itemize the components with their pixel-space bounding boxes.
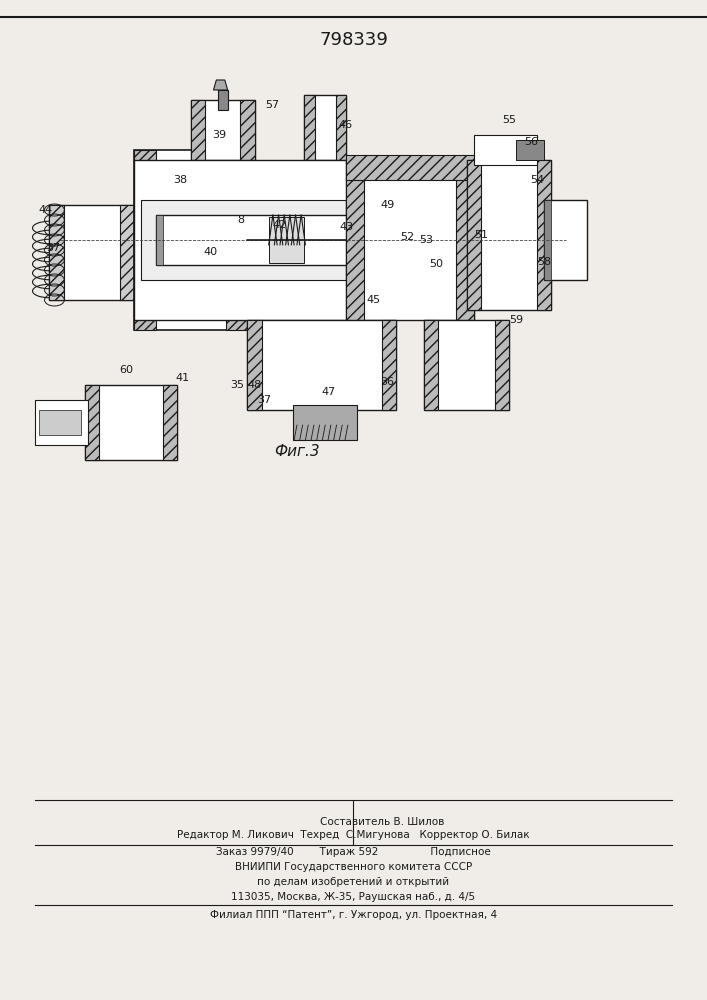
Bar: [424, 320, 438, 410]
Bar: [544, 200, 551, 280]
Text: 53: 53: [419, 235, 433, 245]
Bar: [134, 150, 247, 330]
Bar: [456, 160, 474, 320]
Text: 40: 40: [204, 247, 218, 257]
Bar: [247, 320, 396, 410]
Text: Редактор М. Ликович  Техред  С.Мигунова   Корректор О. Билак: Редактор М. Ликович Техред С.Мигунова Ко…: [177, 830, 530, 840]
Bar: [134, 150, 156, 330]
Text: 42: 42: [272, 220, 286, 230]
Bar: [382, 320, 396, 410]
Text: 37: 37: [46, 243, 60, 253]
Bar: [191, 100, 255, 160]
Bar: [156, 215, 163, 265]
Bar: [163, 385, 177, 460]
Bar: [226, 150, 247, 330]
Bar: [474, 135, 537, 165]
Bar: [537, 160, 551, 310]
Text: 54: 54: [530, 175, 544, 185]
Bar: [424, 320, 509, 410]
Bar: [141, 200, 346, 280]
Bar: [304, 95, 346, 160]
Bar: [269, 217, 304, 263]
Text: Филиал ППП “Патент”, г. Ужгород, ул. Проектная, 4: Филиал ППП “Патент”, г. Ужгород, ул. Про…: [210, 910, 497, 920]
Bar: [85, 385, 177, 460]
Text: 57: 57: [265, 100, 279, 110]
Bar: [516, 140, 544, 160]
Text: 55: 55: [502, 115, 516, 125]
Text: Составитель В. Шилов: Составитель В. Шилов: [320, 817, 444, 827]
Bar: [134, 160, 354, 320]
Text: 35: 35: [230, 380, 244, 390]
Text: 44: 44: [39, 205, 53, 215]
Text: 38: 38: [173, 175, 187, 185]
Bar: [346, 160, 474, 320]
Text: 46: 46: [338, 120, 352, 130]
Text: 47: 47: [322, 387, 336, 397]
Bar: [39, 410, 81, 435]
Text: 51: 51: [474, 230, 488, 240]
Text: 113035, Москва, Ж-35, Раушская наб., д. 4/5: 113035, Москва, Ж-35, Раушская наб., д. …: [231, 892, 476, 902]
Text: 798339: 798339: [319, 31, 388, 49]
Text: Фиг.3: Фиг.3: [274, 444, 320, 460]
Text: по делам изобретений и открытий: по делам изобретений и открытий: [257, 877, 450, 887]
Text: 8: 8: [237, 215, 244, 225]
Text: 36: 36: [380, 377, 395, 387]
Text: 39: 39: [212, 130, 226, 140]
Bar: [304, 95, 315, 160]
Text: 45: 45: [366, 295, 380, 305]
Bar: [49, 205, 64, 300]
Text: 48: 48: [247, 380, 262, 390]
Bar: [495, 320, 509, 410]
Bar: [544, 200, 587, 280]
Bar: [49, 205, 134, 300]
Bar: [336, 95, 346, 160]
Text: 60: 60: [119, 365, 133, 375]
Bar: [120, 205, 134, 300]
Text: 43: 43: [339, 222, 354, 232]
Bar: [247, 320, 262, 410]
Text: ВНИИПИ Государственного комитета СССР: ВНИИПИ Государственного комитета СССР: [235, 862, 472, 872]
Bar: [467, 160, 551, 310]
Bar: [293, 405, 357, 440]
Text: 52: 52: [400, 232, 414, 242]
Text: 59: 59: [509, 315, 523, 325]
Bar: [346, 155, 474, 180]
Text: 56: 56: [525, 137, 539, 147]
Polygon shape: [214, 80, 228, 90]
Bar: [218, 90, 228, 110]
Bar: [156, 215, 403, 265]
Bar: [240, 100, 255, 160]
Bar: [191, 100, 205, 160]
Text: 41: 41: [175, 373, 189, 383]
Bar: [85, 385, 99, 460]
Text: 58: 58: [537, 257, 551, 267]
Text: Заказ 9979/40        Тираж 592                Подписное: Заказ 9979/40 Тираж 592 Подписное: [216, 847, 491, 857]
Bar: [346, 160, 364, 320]
Bar: [467, 160, 481, 310]
Text: 50: 50: [429, 259, 443, 269]
Text: 49: 49: [380, 200, 395, 210]
Bar: [35, 400, 88, 445]
Text: 37: 37: [257, 395, 271, 405]
